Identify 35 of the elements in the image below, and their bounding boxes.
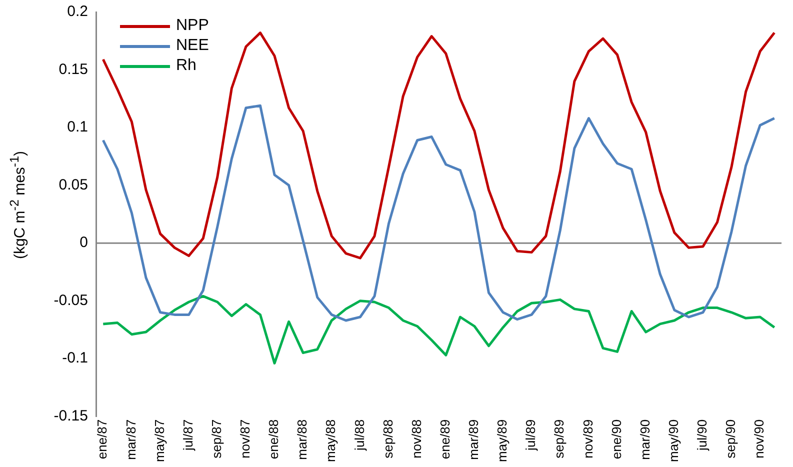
- legend-label: Rh: [176, 57, 196, 75]
- y-tick-label: 0.15: [58, 60, 88, 78]
- x-tick-label: ene/90: [608, 419, 624, 460]
- x-tick-label: nov/87: [238, 419, 253, 458]
- x-tick-label: mar/89: [466, 419, 482, 460]
- x-tick-label: jul/88: [352, 419, 367, 452]
- x-tick-label: nov/89: [580, 419, 596, 458]
- x-tick-label: may/87: [152, 419, 167, 462]
- x-tick-label: ene/88: [266, 419, 282, 460]
- x-tick-label: mar/88: [294, 419, 310, 460]
- x-tick-label: sep/88: [380, 419, 396, 458]
- y-tick-label: -0.15: [54, 408, 88, 425]
- x-tick-label: nov/90: [752, 419, 767, 458]
- y-tick-label: 0.1: [67, 118, 88, 136]
- x-tick-label: ene/89: [437, 419, 452, 460]
- x-tick-label: ene/87: [94, 419, 110, 460]
- y-tick-label: 0: [80, 234, 88, 252]
- legend-label: NEE: [176, 37, 209, 55]
- x-tick-label: jul/90: [694, 419, 710, 452]
- y-tick-label: 0.2: [67, 3, 88, 20]
- x-tick-label: jul/89: [523, 419, 538, 452]
- x-tick-label: may/90: [666, 419, 681, 462]
- x-tick-label: sep/89: [552, 419, 567, 458]
- x-tick-label: may/89: [494, 419, 510, 462]
- y-tick-label: -0.05: [54, 292, 88, 309]
- y-tick-label: -0.1: [62, 350, 88, 367]
- x-tick-label: may/88: [323, 419, 338, 462]
- x-tick-label: jul/87: [180, 419, 196, 452]
- legend-label: NPP: [176, 17, 209, 35]
- x-tick-label: nov/88: [408, 419, 424, 458]
- x-tick-label: mar/87: [123, 419, 138, 460]
- x-tick-label: mar/90: [637, 419, 652, 460]
- x-tick-label: sep/87: [208, 419, 224, 458]
- x-tick-label: sep/90: [723, 419, 738, 458]
- y-tick-label: 0.05: [58, 176, 88, 194]
